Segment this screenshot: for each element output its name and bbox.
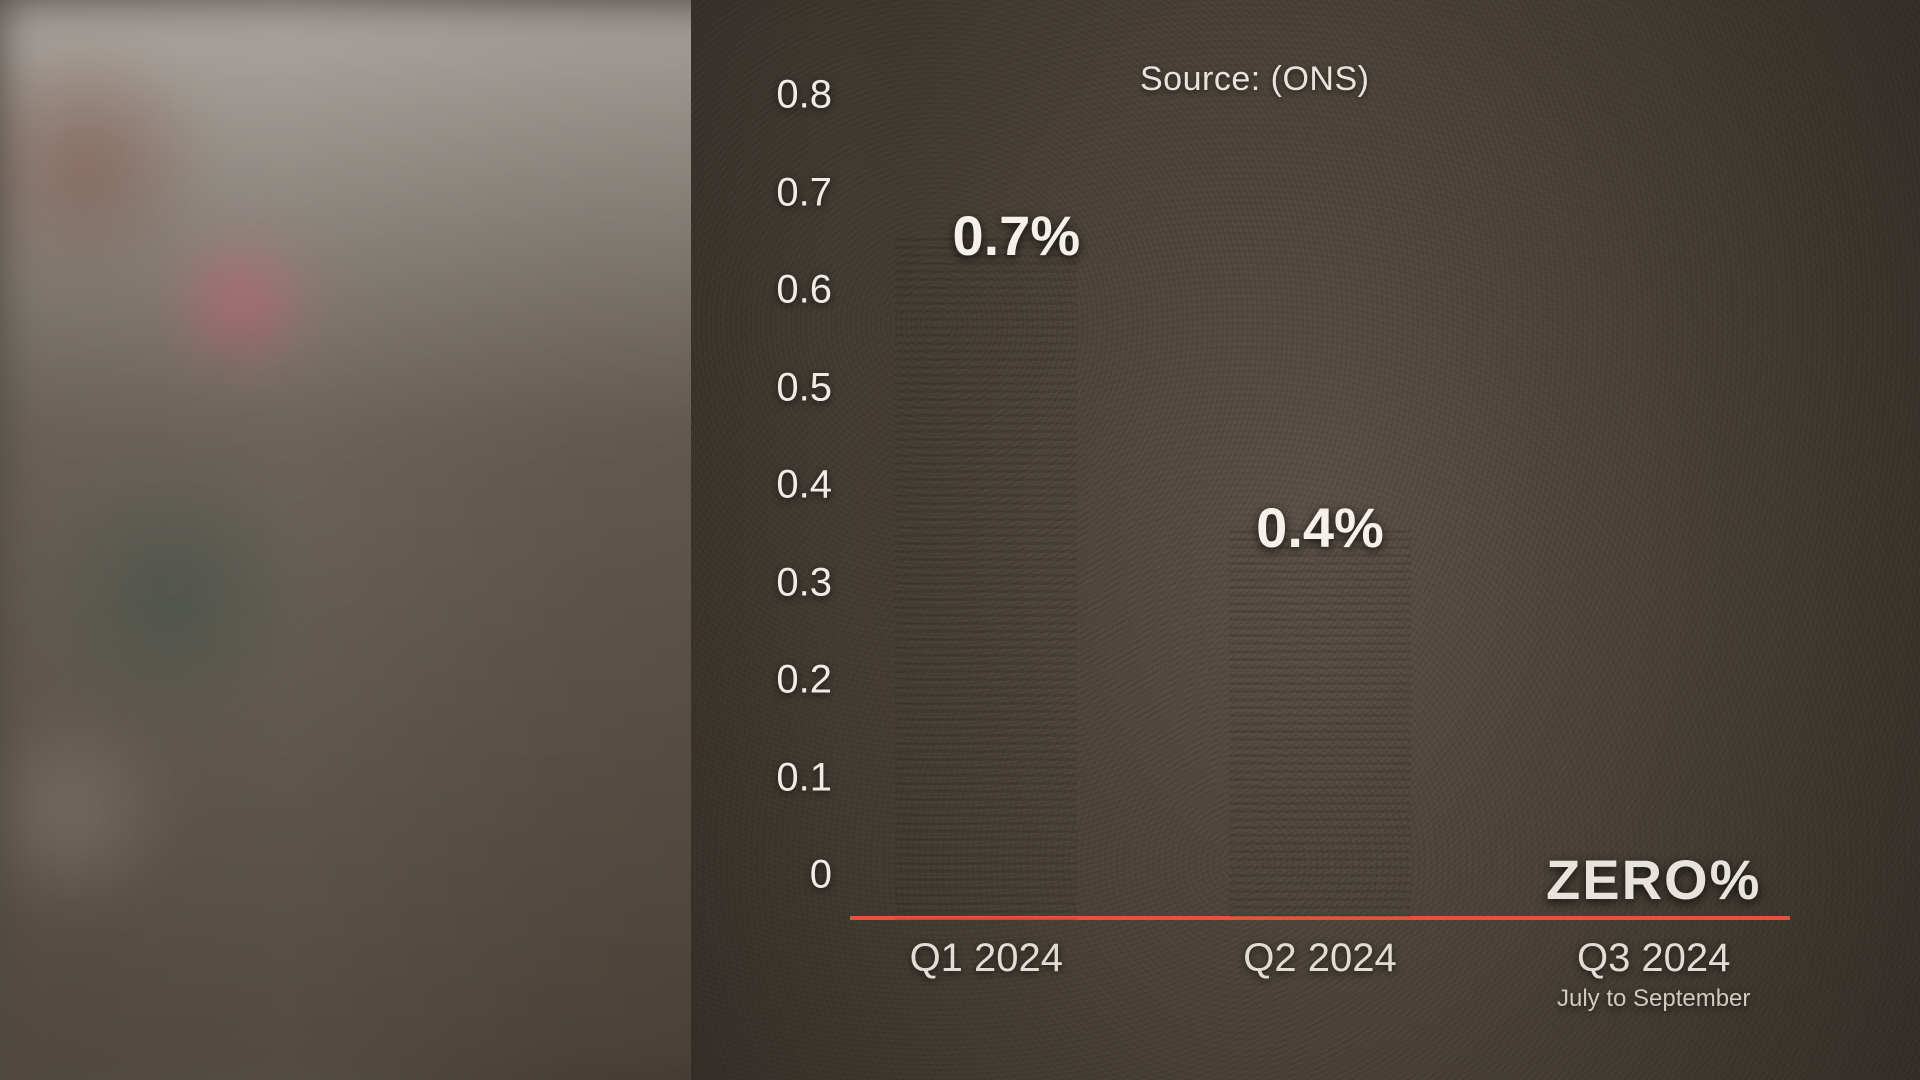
y-tick: 0.4 — [776, 463, 832, 508]
bar-value-label-q1: 0.7% — [952, 203, 1080, 268]
x-tick-q1: Q1 2024 — [910, 936, 1063, 981]
y-tick: 0 — [810, 853, 832, 898]
x-tick-sub-q3: July to September — [1557, 985, 1750, 1013]
x-tick-q3: Q3 2024July to September — [1557, 936, 1750, 1013]
chart-container: Source: (ONS) 00.10.20.30.40.50.60.70.80… — [760, 60, 1840, 1020]
y-tick: 0.1 — [776, 755, 832, 800]
y-tick: 0.8 — [776, 73, 832, 118]
y-tick: 0.2 — [776, 658, 832, 703]
bar-value-label-q3: ZERO% — [1546, 847, 1761, 912]
bar-q2 — [1229, 530, 1411, 920]
bar-value-label-q2: 0.4% — [1256, 495, 1384, 560]
bar-q1 — [895, 238, 1077, 921]
y-tick: 0.7 — [776, 170, 832, 215]
y-tick: 0.6 — [776, 268, 832, 313]
y-tick: 0.5 — [776, 365, 832, 410]
source-label: Source: (ONS) — [1140, 60, 1369, 99]
plot-area: 00.10.20.30.40.50.60.70.80.7%Q1 20240.4%… — [850, 140, 1790, 920]
x-tick-q2: Q2 2024 — [1243, 936, 1396, 981]
y-tick: 0.3 — [776, 560, 832, 605]
stage: Source: (ONS) 00.10.20.30.40.50.60.70.80… — [0, 0, 1920, 1080]
